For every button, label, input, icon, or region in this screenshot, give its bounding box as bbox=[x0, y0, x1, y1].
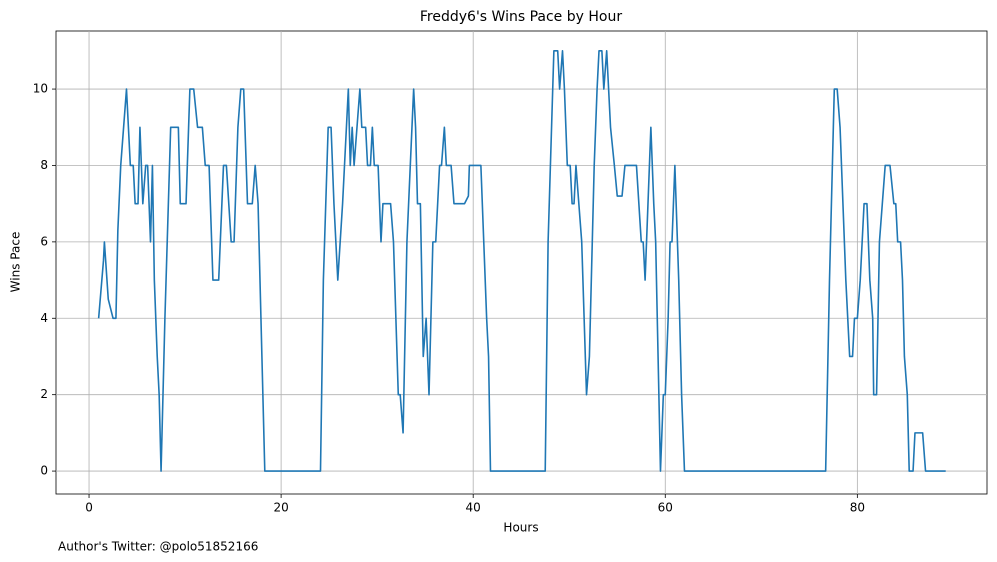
x-axis-label: Hours bbox=[503, 521, 538, 535]
y-tick-label: 0 bbox=[40, 464, 48, 478]
x-tick-label: 80 bbox=[850, 501, 865, 515]
y-axis-label: Wins Pace bbox=[9, 232, 23, 293]
plot-frame bbox=[55, 30, 988, 495]
annotation: Author's Twitter: @polo51852166 bbox=[58, 540, 258, 554]
chart-title: Freddy6's Wins Pace by Hour bbox=[420, 9, 622, 25]
data-line bbox=[97, 50, 946, 472]
y-tick-label: 4 bbox=[40, 311, 48, 325]
y-tick-label: 8 bbox=[40, 158, 48, 172]
x-tick-label: 0 bbox=[85, 501, 93, 515]
x-tick-label: 40 bbox=[466, 501, 481, 515]
y-tick-label: 10 bbox=[33, 82, 48, 96]
y-tick-label: 2 bbox=[40, 387, 48, 401]
x-tick-label: 60 bbox=[658, 501, 673, 515]
y-tick-label: 6 bbox=[40, 234, 48, 248]
x-tick-label: 20 bbox=[273, 501, 288, 515]
